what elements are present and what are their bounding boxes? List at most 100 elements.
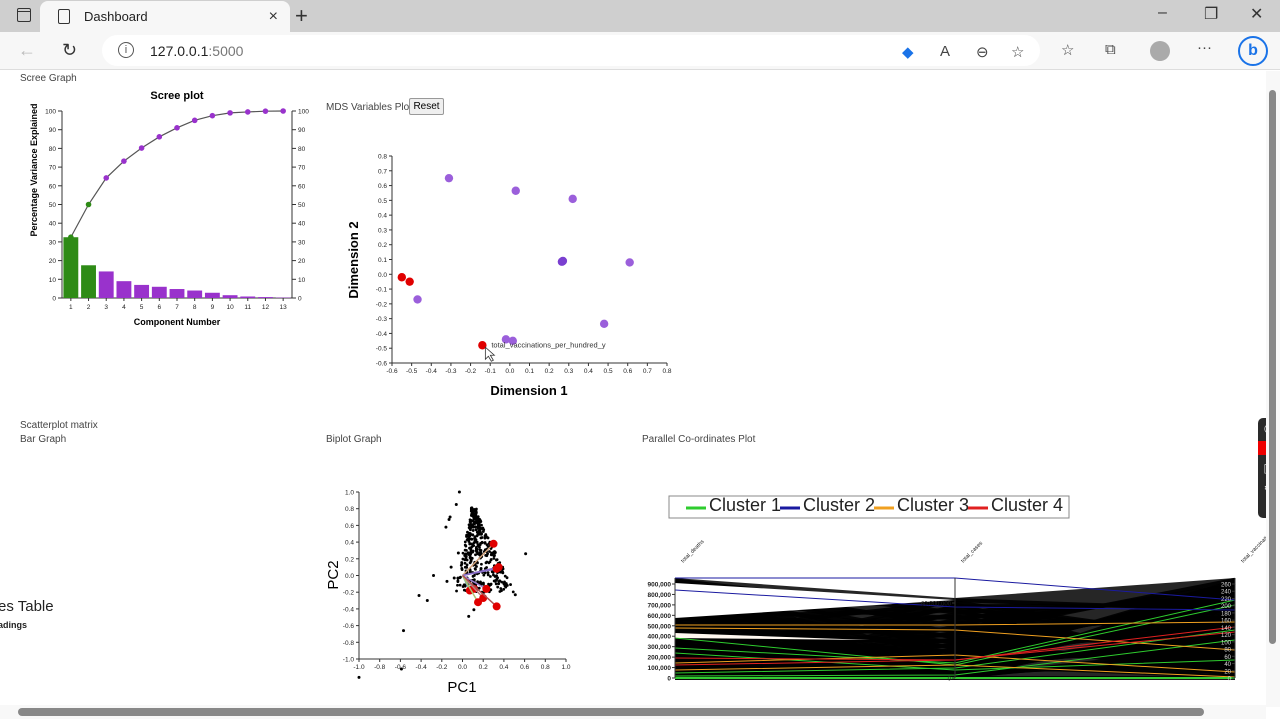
svg-text:7: 7	[175, 304, 179, 311]
svg-text:900,000: 900,000	[648, 582, 672, 589]
svg-text:1: 1	[69, 304, 73, 311]
scree-bar	[222, 295, 238, 298]
scree-bar	[187, 290, 203, 298]
biplot[interactable]: PC2 PC1 1.0 0.8 0.6 0.4 0.2 0.0 -0.2 -0.4 -0.6 -0…	[320, 480, 580, 705]
mds-point[interactable]	[397, 273, 407, 282]
mds-point[interactable]	[599, 319, 609, 329]
mds-point[interactable]	[444, 173, 454, 183]
vertical-scroll-thumb[interactable]	[1269, 90, 1276, 644]
collections-icon[interactable]: ⧉	[1105, 41, 1116, 58]
mds-point[interactable]	[625, 258, 634, 267]
mds-point[interactable]	[413, 295, 422, 304]
back-button[interactable]: ←	[18, 40, 36, 60]
svg-text:30: 30	[298, 239, 306, 246]
reload-button[interactable]: ↻	[62, 40, 78, 60]
svg-text:-0.1: -0.1	[376, 287, 388, 294]
scree-bar	[169, 289, 185, 298]
bing-icon[interactable]: b	[1238, 36, 1268, 66]
loading-point[interactable]	[489, 539, 498, 548]
mds-y-label: Dimension 2	[346, 221, 361, 298]
mds-point[interactable]	[405, 277, 414, 286]
more-icon[interactable]: ···	[1197, 39, 1212, 56]
mds-point[interactable]	[501, 335, 511, 344]
svg-text:0.8: 0.8	[378, 154, 387, 161]
svg-text:0.4: 0.4	[499, 664, 508, 671]
svg-text:4: 4	[122, 304, 126, 311]
zoom-out-icon[interactable]: ⊖	[976, 44, 989, 61]
tab-actions-icon[interactable]	[17, 8, 31, 22]
svg-text:0.6: 0.6	[623, 368, 632, 375]
legend-item: Cluster 4	[991, 495, 1063, 515]
svg-text:0.1: 0.1	[525, 368, 534, 375]
svg-text:0.4: 0.4	[345, 540, 354, 547]
new-tab-button[interactable]: +	[295, 3, 308, 28]
tab-dashboard[interactable]: Dashboard ×	[40, 1, 290, 32]
svg-text:20: 20	[49, 258, 57, 265]
horizontal-scroll-thumb[interactable]	[18, 708, 1204, 716]
svg-text:-0.3: -0.3	[445, 368, 457, 375]
address-bar[interactable]: i 127.0.0.1:5000 ◆ A ⊖ ☆	[102, 35, 1040, 66]
mds-point[interactable]	[511, 186, 520, 195]
profile-icon[interactable]	[1150, 41, 1170, 61]
svg-text:200: 200	[1221, 604, 1232, 610]
tab-title: Dashboard	[84, 9, 148, 24]
svg-text:90: 90	[298, 127, 306, 134]
axis-label: total_cases	[960, 540, 984, 564]
tab-close-icon[interactable]: ×	[268, 7, 278, 25]
svg-text:11: 11	[244, 304, 251, 311]
svg-text:80: 80	[49, 146, 57, 153]
svg-text:0.0: 0.0	[378, 272, 387, 279]
parallel-coordinates-plot[interactable]: Cluster 1 Cluster 2 Cluster 3 Cluster 4 tot…	[640, 490, 1267, 690]
svg-text:100: 100	[298, 109, 309, 116]
mds-point[interactable]	[568, 194, 577, 204]
svg-text:-0.8: -0.8	[374, 664, 386, 671]
scree-plot[interactable]: Scree plot Percentage Variance Explained…	[0, 85, 310, 335]
svg-text:1.0: 1.0	[345, 490, 354, 497]
mds-plot[interactable]: Dimension 2 Dimension 1 0.8 0.7 0.6 0.5 0.4 0…	[340, 145, 680, 405]
favorites-icon[interactable]: ☆	[1061, 42, 1075, 59]
mds-reset-button[interactable]: Reset	[409, 98, 444, 115]
svg-text:10: 10	[298, 277, 306, 284]
axis-label: total_vaccinations_pe	[1240, 523, 1266, 565]
svg-text:0.5: 0.5	[604, 368, 613, 375]
mds-point[interactable]	[508, 336, 518, 346]
loading-point[interactable]	[492, 564, 501, 573]
scree-y-label: Percentage Variance Explained	[29, 103, 39, 236]
svg-text:-0.5: -0.5	[376, 346, 388, 353]
svg-text:13: 13	[280, 304, 288, 311]
loading-point[interactable]	[474, 598, 483, 607]
url-text[interactable]: 127.0.0.1:5000	[150, 43, 244, 59]
add-favorite-icon[interactable]: ☆	[1011, 44, 1025, 61]
mds-point[interactable]	[478, 341, 487, 350]
svg-text:0.8: 0.8	[345, 506, 354, 513]
minimize-button[interactable]: –	[1158, 4, 1167, 21]
svg-text:60,000,000: 60,000,000	[921, 602, 952, 608]
close-window-button[interactable]: ✕	[1250, 6, 1264, 23]
svg-text:-0.2: -0.2	[376, 301, 388, 308]
svg-text:-0.3: -0.3	[376, 316, 388, 323]
loadings-table-title: es Table	[0, 598, 54, 615]
svg-text:-0.6: -0.6	[386, 368, 398, 375]
svg-text:0.4: 0.4	[584, 368, 593, 375]
mds-section-label: MDS Variables Plot	[326, 102, 412, 113]
svg-text:20: 20	[1224, 669, 1231, 675]
svg-text:3: 3	[104, 304, 108, 311]
svg-text:0.0: 0.0	[458, 664, 467, 671]
loading-point[interactable]	[482, 584, 491, 593]
read-aloud-icon[interactable]: A	[940, 43, 951, 60]
mds-x-label: Dimension 1	[490, 383, 567, 398]
svg-text:10: 10	[226, 304, 234, 311]
tag-icon[interactable]: ◆	[902, 44, 914, 61]
mds-point[interactable]	[558, 256, 568, 266]
maximize-button[interactable]: ❐	[1204, 6, 1219, 23]
svg-text:0: 0	[948, 677, 952, 683]
svg-text:-0.2: -0.2	[465, 368, 477, 375]
svg-text:90: 90	[49, 127, 57, 134]
site-info-icon[interactable]: i	[118, 42, 134, 58]
svg-text:9: 9	[211, 304, 215, 311]
scree-x-label: Component Number	[134, 317, 221, 327]
loading-point[interactable]	[492, 602, 501, 611]
svg-text:0.2: 0.2	[345, 556, 354, 563]
svg-text:700,000: 700,000	[648, 602, 672, 609]
svg-text:0.7: 0.7	[643, 368, 652, 375]
